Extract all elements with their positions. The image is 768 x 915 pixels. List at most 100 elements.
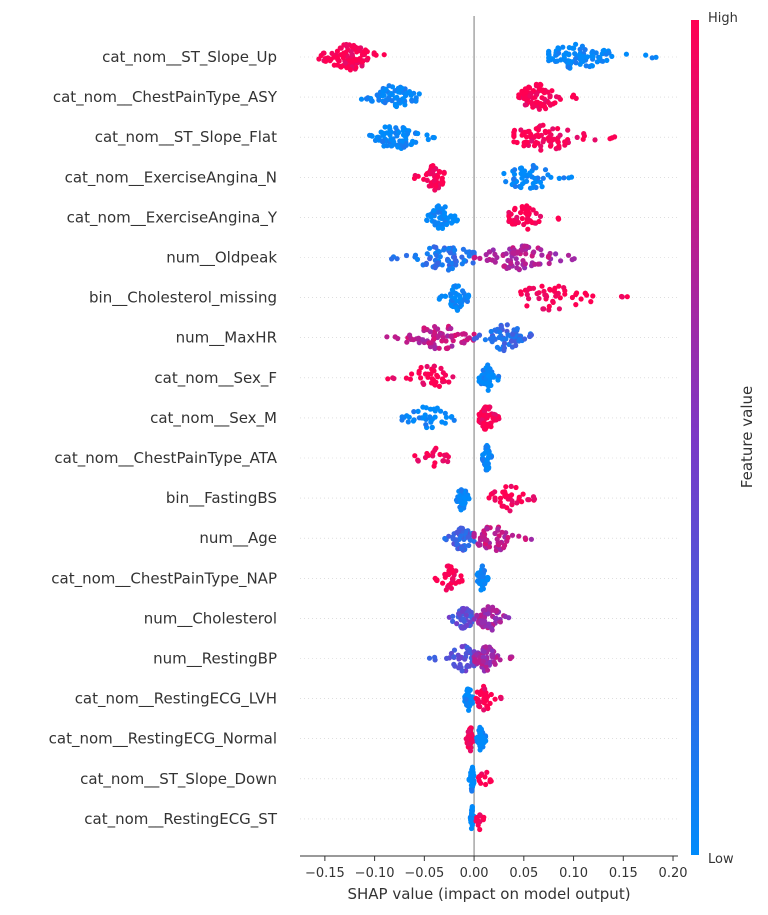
- data-point: [527, 172, 533, 178]
- data-point: [456, 528, 462, 534]
- feature-label: num__MaxHR: [176, 329, 277, 348]
- data-point: [391, 375, 397, 382]
- data-point: [523, 89, 529, 95]
- colorbar-gradient: [691, 20, 699, 855]
- data-point: [556, 306, 563, 312]
- data-point: [540, 306, 546, 312]
- data-point: [415, 408, 421, 414]
- data-point: [410, 337, 416, 343]
- data-point: [492, 259, 498, 265]
- data-point: [502, 542, 508, 549]
- data-point: [429, 376, 435, 382]
- data-point: [481, 707, 487, 713]
- data-point: [523, 251, 529, 257]
- data-point: [501, 503, 507, 509]
- data-point: [486, 607, 492, 613]
- data-point: [450, 613, 456, 619]
- data-point: [566, 45, 572, 51]
- data-point: [546, 260, 552, 267]
- data-point: [424, 132, 430, 138]
- data-point: [459, 261, 465, 267]
- data-point: [497, 540, 503, 546]
- data-point: [542, 167, 549, 173]
- data-point: [572, 51, 578, 57]
- data-point: [501, 490, 507, 496]
- data-point: [442, 372, 449, 378]
- data-point: [489, 652, 495, 658]
- data-point: [470, 260, 476, 266]
- feature-label: bin__FastingBS: [166, 489, 277, 508]
- data-point: [320, 50, 326, 56]
- data-point: [462, 656, 468, 662]
- data-point: [508, 483, 514, 489]
- data-point: [581, 131, 587, 137]
- data-point: [403, 252, 410, 259]
- data-point: [481, 568, 487, 574]
- feature-label: cat_nom__RestingECG_ST: [84, 810, 278, 829]
- data-point: [536, 218, 542, 225]
- data-point: [565, 64, 571, 70]
- data-point: [399, 85, 405, 91]
- data-point: [458, 573, 464, 579]
- data-point: [461, 290, 467, 296]
- data-point: [396, 98, 402, 104]
- data-point: [448, 333, 454, 339]
- feature-labels: cat_nom__ST_Slope_Up cat_nom__ChestPainTy…: [49, 48, 278, 829]
- data-point: [432, 575, 438, 582]
- data-point: [473, 695, 479, 701]
- data-point: [426, 655, 433, 661]
- data-point: [480, 654, 486, 660]
- data-point: [431, 463, 437, 469]
- data-point: [479, 563, 485, 569]
- data-point: [452, 247, 458, 253]
- data-point: [481, 405, 488, 411]
- data-point: [466, 728, 472, 735]
- data-point: [547, 287, 553, 293]
- data-point: [542, 292, 548, 298]
- data-point: [457, 300, 463, 306]
- data-point: [527, 185, 534, 191]
- data-point: [534, 99, 541, 105]
- data-point: [427, 406, 434, 412]
- data-point: [531, 165, 537, 171]
- data-point: [569, 294, 576, 301]
- data-point: [505, 496, 511, 502]
- data-point: [432, 187, 438, 193]
- data-point: [476, 542, 482, 548]
- data-point: [481, 648, 487, 655]
- data-point: [479, 620, 485, 626]
- data-point: [413, 95, 419, 101]
- data-point: [501, 347, 507, 354]
- feature-label: cat_nom__RestingECG_Normal: [49, 730, 277, 749]
- data-point: [485, 455, 491, 462]
- data-point: [533, 126, 539, 132]
- data-point: [464, 686, 471, 692]
- data-point: [551, 288, 558, 294]
- data-point: [435, 260, 441, 266]
- data-point: [573, 60, 579, 66]
- data-point: [516, 336, 522, 343]
- data-point: [504, 322, 510, 328]
- data-point: [520, 491, 526, 497]
- data-point: [462, 496, 468, 503]
- data-point: [478, 780, 484, 786]
- data-point: [484, 667, 491, 673]
- data-point: [425, 136, 431, 143]
- data-point: [522, 261, 529, 267]
- data-point: [407, 332, 413, 338]
- data-point: [480, 607, 486, 613]
- data-point: [477, 691, 483, 698]
- data-point: [453, 305, 459, 311]
- data-point: [476, 412, 483, 418]
- data-point: [469, 700, 475, 706]
- data-point: [600, 48, 606, 54]
- data-point: [566, 175, 572, 181]
- data-point: [443, 345, 449, 351]
- data-point: [392, 101, 398, 107]
- data-point: [539, 252, 545, 258]
- data-point: [561, 175, 567, 181]
- data-point: [469, 816, 475, 822]
- data-point: [485, 369, 491, 375]
- data-point: [511, 171, 518, 177]
- data-point: [451, 254, 458, 260]
